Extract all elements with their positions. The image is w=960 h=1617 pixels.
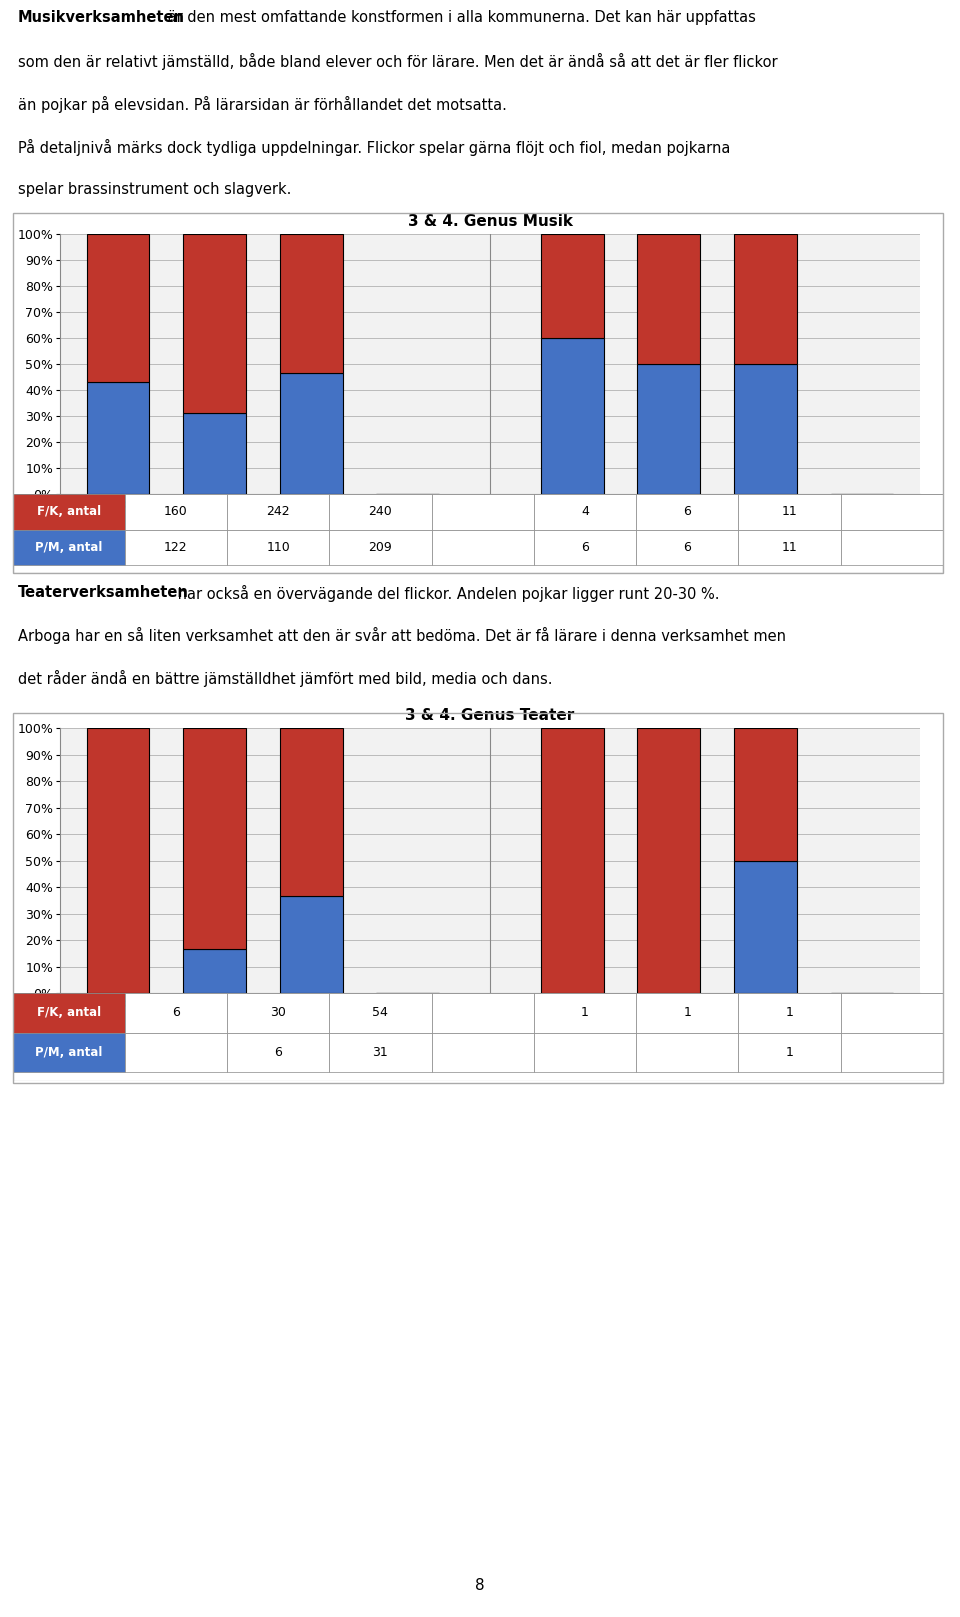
Text: Elever: Elever [242,1041,284,1054]
Bar [431,495,534,529]
Bar [738,495,841,529]
Bar [540,338,604,495]
Bar [431,993,534,1033]
Bar [227,495,329,529]
Bar [636,495,738,529]
Bar [738,1033,841,1072]
Bar [841,993,943,1033]
Bar [734,860,797,993]
Bar [13,529,125,564]
Bar [86,234,150,382]
Text: 1: 1 [581,1006,588,1019]
Text: 1: 1 [684,1006,691,1019]
Bar [534,1033,636,1072]
Bar [279,896,343,993]
Bar [329,529,431,564]
Text: P/M, antal: P/M, antal [36,1046,103,1059]
Bar [227,993,329,1033]
Bar [125,993,227,1033]
Bar [540,234,604,338]
Text: Elever: Elever [242,540,284,553]
Bar [636,529,738,564]
Bar [637,728,700,993]
Text: 11: 11 [781,505,798,519]
Text: På detaljnivå märks dock tydliga uppdelningar. Flickor spelar gärna flöjt och fi: På detaljnivå märks dock tydliga uppdeln… [18,139,731,155]
Bar [125,529,227,564]
Bar [534,993,636,1033]
Bar [431,529,534,564]
Text: 31: 31 [372,1046,388,1059]
Bar [637,234,700,364]
Bar [13,1033,125,1072]
Text: 6: 6 [275,1046,282,1059]
Bar [540,728,604,993]
Bar [734,234,797,364]
Text: 122: 122 [164,540,187,555]
Bar [841,1033,943,1072]
Bar [279,234,343,374]
Text: än pojkar på elevsidan. På lärarsidan är förhållandet det motsatta.: än pojkar på elevsidan. På lärarsidan är… [18,95,507,113]
Bar [227,529,329,564]
Text: 1: 1 [785,1046,794,1059]
Text: spelar brassinstrument och slagverk.: spelar brassinstrument och slagverk. [18,181,292,197]
Text: 160: 160 [164,505,187,519]
Bar [329,1033,431,1072]
Bar [738,529,841,564]
Bar [841,529,943,564]
Bar [125,495,227,529]
Text: Teaterverksamheten: Teaterverksamheten [18,585,189,600]
Bar [183,728,246,949]
Text: 240: 240 [369,505,393,519]
Bar [636,993,738,1033]
Bar [183,949,246,993]
Bar [227,1033,329,1072]
Bar [431,1033,534,1072]
Text: det råder ändå en bättre jämställdhet jämfört med bild, media och dans.: det råder ändå en bättre jämställdhet jä… [18,669,553,687]
Text: Arboga har en så liten verksamhet att den är svår att bedöma. Det är få lärare i: Arboga har en så liten verksamhet att de… [18,627,786,645]
Bar [86,382,150,495]
Text: 11: 11 [781,540,798,555]
Bar [738,993,841,1033]
Text: 6: 6 [581,540,588,555]
Bar [183,234,246,412]
Bar [534,529,636,564]
Text: 4: 4 [581,505,588,519]
Text: 30: 30 [270,1006,286,1019]
Text: Lärare: Lärare [696,540,738,553]
Text: P/M, antal: P/M, antal [36,540,103,555]
Title: 3 & 4. Genus Teater: 3 & 4. Genus Teater [405,708,575,723]
Text: 242: 242 [266,505,290,519]
Bar [841,495,943,529]
Bar [534,495,636,529]
Text: Musikverksamheten: Musikverksamheten [18,10,185,24]
Text: 110: 110 [266,540,290,555]
Bar [329,495,431,529]
Text: 209: 209 [369,540,393,555]
Text: 6: 6 [684,505,691,519]
Text: F/K, antal: F/K, antal [36,1006,101,1019]
Text: som den är relativt jämställd, både bland elever och för lärare. Men det är ändå: som den är relativt jämställd, både blan… [18,53,778,70]
Bar [279,728,343,896]
Text: F/K, antal: F/K, antal [36,505,101,519]
Bar [279,374,343,495]
Text: Lärare: Lärare [696,1041,738,1054]
Bar [86,728,150,993]
Bar [636,1033,738,1072]
Bar [734,728,797,860]
Text: 6: 6 [172,1006,180,1019]
Bar [183,412,246,495]
Text: 6: 6 [684,540,691,555]
Text: 1: 1 [785,1006,794,1019]
Text: 8: 8 [475,1578,485,1593]
Text: 54: 54 [372,1006,388,1019]
Text: är den mest omfattande konstformen i alla kommunerna. Det kan här uppfattas: är den mest omfattande konstformen i all… [163,10,756,24]
Bar [734,364,797,495]
Bar [329,993,431,1033]
Bar [637,364,700,495]
Bar [125,1033,227,1072]
Text: har också en övervägande del flickor. Andelen pojkar ligger runt 20-30 %.: har också en övervägande del flickor. An… [173,585,720,602]
Title: 3 & 4. Genus Musik: 3 & 4. Genus Musik [407,213,572,228]
Bar [13,495,125,529]
Bar [13,993,125,1033]
